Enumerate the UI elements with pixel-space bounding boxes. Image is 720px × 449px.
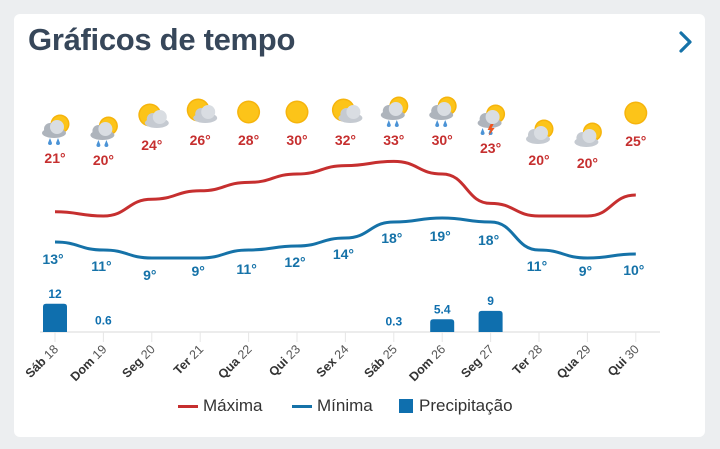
thunderstorm-icon: [477, 104, 506, 136]
min-temp-label: 14°: [333, 246, 354, 262]
partly-cloudy-icon: [186, 98, 218, 123]
precip-label: 12: [48, 287, 62, 301]
min-temp-label: 11°: [91, 258, 111, 274]
max-temp-label: 30°: [432, 132, 453, 148]
precip-bar: [43, 303, 67, 332]
legend-min: Mínima: [292, 396, 373, 416]
cloudy-sun-icon: [574, 122, 602, 147]
max-temp-label: 20°: [93, 152, 114, 168]
max-temp-label: 25°: [625, 133, 646, 149]
precip-label: 0.6: [95, 314, 112, 328]
partly-cloudy-icon: [138, 103, 169, 128]
legend-max: Máxima: [178, 396, 263, 416]
precip-label: 0.3: [385, 314, 402, 328]
rain-sun-icon: [380, 96, 409, 127]
x-tick-label: Seg 27: [458, 342, 496, 380]
sun-icon: [237, 100, 261, 124]
max-temp-label: 32°: [335, 132, 356, 148]
rain-sun-icon: [90, 116, 118, 147]
x-tick-label: Sáb 25: [362, 342, 400, 380]
precip-bar: [430, 319, 455, 332]
x-tick-label: Ter 28: [510, 342, 545, 377]
x-tick-label: Sáb 18: [23, 342, 61, 380]
x-tick-label: Qui 30: [605, 342, 642, 379]
min-temp-label: 12°: [284, 254, 305, 270]
x-tick-label: Qui 23: [266, 342, 303, 379]
min-temp-label: 18°: [478, 232, 499, 248]
x-tick-label: Dom 19: [68, 342, 110, 384]
x-tick-label: Ter 21: [171, 342, 206, 377]
legend-precip-label: Precipitação: [419, 396, 513, 415]
max-temp-label: 26°: [190, 132, 211, 148]
min-temp-label: 18°: [381, 230, 402, 246]
series-max-line: [54, 159, 636, 218]
partly-cloudy-icon: [331, 98, 363, 123]
min-temp-label: 10°: [623, 262, 644, 278]
max-temp-label: 30°: [286, 132, 307, 148]
min-temp-label: 13°: [42, 251, 63, 267]
max-temp-label: 33°: [383, 132, 404, 148]
min-temp-label: 11°: [236, 261, 256, 277]
x-tick-label: Dom 26: [406, 342, 448, 384]
min-temp-label: 9°: [579, 263, 592, 279]
chevron-right-icon[interactable]: [674, 28, 698, 56]
precip-label: 5.4: [434, 302, 451, 316]
x-tick-label: Qua 22: [215, 342, 254, 381]
sun-icon: [624, 101, 648, 125]
series-min-line: [54, 216, 636, 260]
max-temp-label: 28°: [238, 132, 259, 148]
x-tick-label: Qua 29: [554, 342, 593, 381]
legend-precip: Precipitação: [399, 396, 513, 416]
legend-min-label: Mínima: [317, 396, 373, 415]
min-temp-label: 9°: [192, 263, 205, 279]
min-temp-label: 19°: [430, 228, 451, 244]
sun-icon: [285, 100, 309, 124]
x-tick-label: Seg 20: [120, 342, 158, 380]
x-tick-label: Sex 24: [314, 342, 352, 380]
max-temp-label: 20°: [528, 152, 549, 168]
cloudy-sun-icon: [526, 119, 554, 144]
page-title: Gráficos de tempo: [28, 22, 296, 57]
weather-chart-card: [14, 14, 705, 437]
legend-max-label: Máxima: [203, 396, 263, 415]
rain-sun-icon: [42, 114, 70, 145]
rain-sun-icon: [429, 96, 457, 127]
max-temp-label: 21°: [44, 150, 65, 166]
max-temp-label: 23°: [480, 140, 501, 156]
precip-label: 9: [487, 294, 494, 308]
min-temp-label: 9°: [143, 267, 156, 283]
max-temp-label: 24°: [141, 137, 162, 153]
min-temp-label: 11°: [527, 258, 547, 274]
chart-legend: Máxima Mínima Precipitação: [0, 396, 720, 418]
max-temp-label: 20°: [577, 155, 598, 171]
precip-bar: [478, 310, 503, 332]
